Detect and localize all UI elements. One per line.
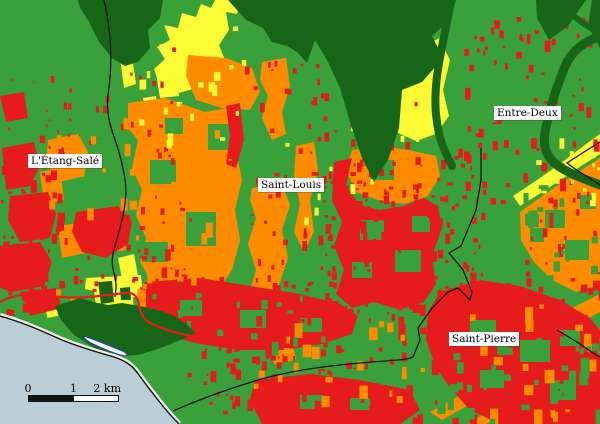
coastline: [0, 315, 180, 424]
place-label-etang-sale: L'Étang-Salé: [28, 154, 103, 169]
etang-stream: [83, 335, 128, 357]
scale-bar-rule: [28, 395, 119, 402]
scale-tick-start: 0: [24, 382, 32, 395]
place-label-entre-deux: Entre-Deux: [494, 106, 561, 121]
stream-layer: [83, 335, 128, 357]
scale-tick-end: 2 km: [93, 382, 121, 395]
speckle-layer: [1, 17, 600, 424]
scale-bar-filled-segment: [29, 396, 74, 401]
place-label-saint-louis: Saint-Louis: [258, 178, 325, 193]
main-road: [0, 291, 205, 342]
scale-bar: 0 1 2 km: [24, 382, 122, 402]
road-layer: [0, 291, 205, 342]
place-label-saint-pierre: Saint-Pierre: [449, 332, 520, 347]
boundary-layer: [103, 0, 600, 412]
scale-tick-mid: 1: [70, 382, 77, 395]
scale-ticks: 0 1 2 km: [24, 382, 122, 395]
